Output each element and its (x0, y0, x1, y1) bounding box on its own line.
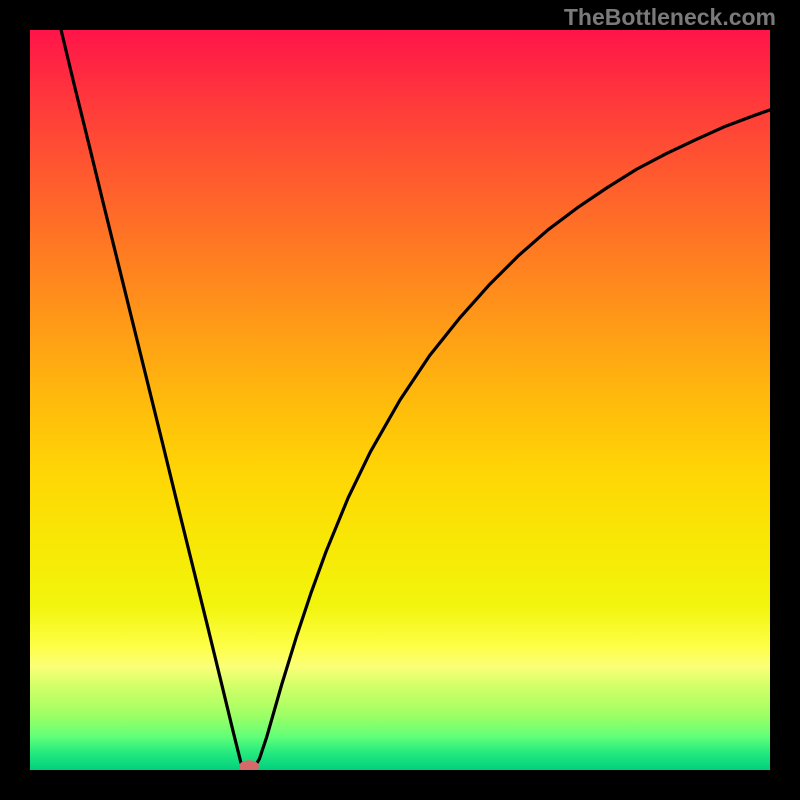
watermark-text: TheBottleneck.com (564, 4, 776, 31)
chart-container: TheBottleneck.com (0, 0, 800, 800)
chart-svg (30, 30, 770, 770)
plot-area (30, 30, 770, 770)
